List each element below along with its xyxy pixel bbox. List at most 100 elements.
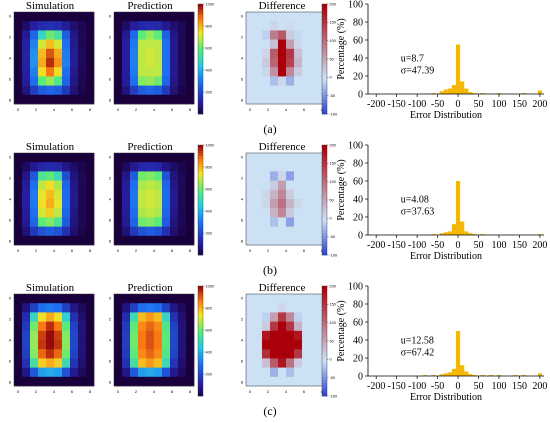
heatmap-cell xyxy=(46,85,55,96)
heatmap-cell xyxy=(246,12,255,22)
heatmap-cell xyxy=(38,208,47,218)
heatmap-cell xyxy=(270,217,279,227)
heatmap-cell xyxy=(22,367,31,378)
colorbar-swatch xyxy=(198,341,203,345)
heatmap-cell xyxy=(162,58,171,68)
heatmap-cell xyxy=(262,21,271,31)
heatmap-cell xyxy=(154,153,163,163)
colorbar-tick: -50 xyxy=(330,94,336,98)
heatmap-cell xyxy=(70,171,79,181)
map-y-tick: 4 xyxy=(241,197,244,202)
heatmap-cell xyxy=(138,67,147,77)
heatmap-cell xyxy=(262,208,271,218)
heatmap-cell xyxy=(70,199,79,209)
hist-y-tick: 20 xyxy=(353,213,363,224)
colorbar-swatch xyxy=(322,26,327,30)
map-x-tick: 0 xyxy=(249,389,252,394)
heatmap-cell xyxy=(86,162,95,172)
colorbar-swatch xyxy=(198,64,203,68)
heatmap-cell xyxy=(130,67,139,77)
heatmap-cell xyxy=(138,48,147,59)
prediction-map: 0 0 2 2 4 4 6 6 8 8 xyxy=(109,293,195,394)
map-y-tick: 6 xyxy=(9,218,12,223)
hist-x-tick: -100 xyxy=(408,99,426,110)
hist-bar xyxy=(439,233,444,235)
heatmap-cell xyxy=(114,58,123,68)
hist-x-label: Error Distribution xyxy=(410,251,482,262)
heatmap-cell xyxy=(302,199,311,209)
map-y-tick: 4 xyxy=(9,338,12,343)
heatmap-cell xyxy=(22,199,31,209)
heatmap-cell xyxy=(78,321,87,332)
heatmap-cell xyxy=(186,376,195,387)
heatmap-cell xyxy=(310,199,319,209)
heatmap-cell xyxy=(62,30,71,40)
heatmap-cell xyxy=(70,58,79,68)
heatmap-cell xyxy=(38,153,47,163)
colorbar-swatch xyxy=(322,393,327,397)
heatmap-cell xyxy=(38,171,47,181)
hist-y-label: Percentage (%) xyxy=(336,159,347,220)
heatmap-cell xyxy=(22,330,31,341)
hist-bar xyxy=(447,231,452,235)
colorbar-swatch xyxy=(198,360,203,364)
heatmap-cell xyxy=(262,94,271,105)
colorbar-swatch xyxy=(322,194,327,198)
heatmap-cell xyxy=(78,330,87,341)
colorbar-swatch xyxy=(198,178,203,182)
heatmap-cell xyxy=(262,30,271,40)
heatmap-cell xyxy=(54,349,63,359)
colorbar-swatch xyxy=(322,9,327,13)
heatmap-cell xyxy=(62,340,71,350)
heatmap-cell xyxy=(146,76,155,86)
heatmap-cell xyxy=(78,39,87,50)
heatmap-cell xyxy=(78,217,87,227)
colorbar-swatch xyxy=(322,302,327,306)
heatmap-cell xyxy=(70,189,79,200)
heatmap-cell xyxy=(310,235,319,246)
heatmap-cell xyxy=(254,67,263,77)
heatmap-cell xyxy=(278,48,287,59)
colorbar-swatch xyxy=(322,150,327,154)
heatmap-cell xyxy=(310,294,319,304)
heatmap-cell xyxy=(310,312,319,322)
heatmap-cell xyxy=(246,58,255,68)
panel-label: (b) xyxy=(263,263,277,277)
heatmap-cell xyxy=(310,76,319,86)
heatmap-cell xyxy=(310,349,319,359)
heatmap-cell xyxy=(254,94,263,105)
heatmap-cell xyxy=(78,58,87,68)
colorbar-swatch xyxy=(198,153,203,157)
heatmap-cell xyxy=(86,85,95,96)
colorbar-swatch xyxy=(198,9,203,13)
heatmap-cell xyxy=(138,208,147,218)
heatmap-cell xyxy=(302,376,311,387)
colorbar-tick: 200 xyxy=(206,372,212,376)
map-frame xyxy=(13,293,95,387)
heatmap-cell xyxy=(254,189,263,200)
colorbar-swatch xyxy=(322,371,327,375)
hist-x-tick: 50 xyxy=(474,99,484,110)
map-x-tick: 6 xyxy=(171,107,174,112)
heatmap-cell xyxy=(14,349,23,359)
heatmap-cell xyxy=(54,303,63,313)
heatmap-cell xyxy=(86,349,95,359)
heatmap-cell xyxy=(186,340,195,350)
heatmap-cell xyxy=(46,235,55,246)
heatmap-cell xyxy=(178,153,187,163)
map-x-tick: 2 xyxy=(35,248,38,253)
hist-bar xyxy=(460,81,465,94)
heatmap-cell xyxy=(38,217,47,227)
colorbar-swatch xyxy=(322,387,327,391)
heatmap-cell xyxy=(114,189,123,200)
heatmap-cell xyxy=(170,226,179,237)
map-x-tick: 4 xyxy=(153,389,156,394)
heatmap-cell xyxy=(262,58,271,68)
heatmap-cell xyxy=(246,294,255,304)
heatmap-cell xyxy=(122,199,131,209)
heatmap-cell xyxy=(70,235,79,246)
colorbar-swatch xyxy=(198,219,203,223)
panel-row: Simulation 0 0 2 2 4 4 6 6 8 8 Prediction 0 0 2 2 4 4 6 6 8 8… xyxy=(0,0,550,141)
heatmap-cell xyxy=(122,217,131,227)
hist-x-tick: -100 xyxy=(408,381,426,392)
